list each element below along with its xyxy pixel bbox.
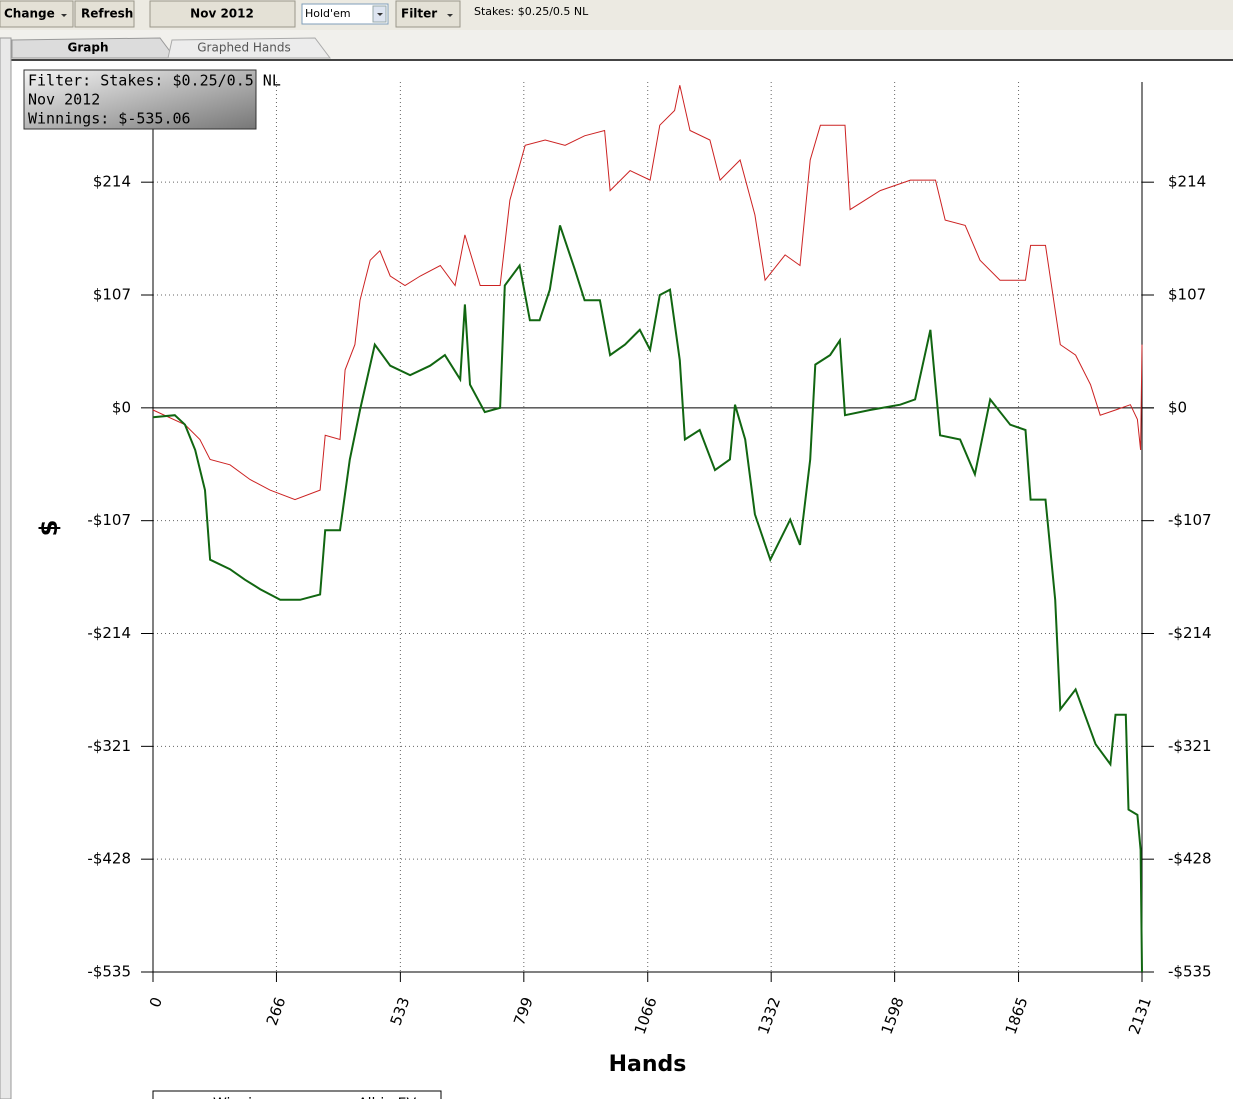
x-tick-label: 266 bbox=[263, 995, 290, 1028]
info-line: Nov 2012 bbox=[28, 91, 100, 109]
series-line bbox=[152, 225, 1143, 973]
y-axis-label: $ bbox=[35, 520, 63, 537]
y-tick-label-right: $107 bbox=[1168, 286, 1206, 304]
y-tick-label-right: -$535 bbox=[1168, 963, 1212, 981]
info-line: Filter: Stakes: $0.25/0.5 NL bbox=[28, 72, 281, 90]
legend-box bbox=[152, 1090, 442, 1099]
y-tick-label-right: -$107 bbox=[1168, 511, 1212, 529]
info-box: Filter: Stakes: $0.25/0.5 NL Nov 2012 Wi… bbox=[23, 69, 281, 130]
y-tick-label-right: -$321 bbox=[1168, 737, 1212, 755]
y-tick-label: -$107 bbox=[87, 511, 131, 529]
y-tick-label: -$428 bbox=[87, 850, 131, 868]
stakes-text: Stakes: $0.25/0.5 NL bbox=[474, 5, 589, 18]
y-tick-label-right: -$214 bbox=[1168, 624, 1212, 642]
button-label: Change bbox=[4, 7, 55, 21]
x-axis-label: Hands bbox=[609, 1052, 687, 1077]
graph-tab[interactable]: Graph bbox=[11, 37, 176, 59]
y-tick-label: $214 bbox=[93, 173, 131, 191]
y-tick-label: $107 bbox=[93, 286, 131, 304]
legend-label: All-in EV bbox=[358, 1096, 416, 1099]
button-label: Nov 2012 bbox=[190, 7, 254, 21]
button-label: Filter bbox=[401, 7, 437, 21]
x-tick-label: 1598 bbox=[878, 995, 908, 1037]
info-line: Winnings: $-535.06 bbox=[28, 110, 191, 128]
y-tick-label: $0 bbox=[112, 398, 131, 416]
x-tick-label: 2131 bbox=[1125, 995, 1155, 1037]
y-tick-label: -$214 bbox=[87, 624, 131, 642]
side-panel bbox=[0, 37, 12, 1099]
change-button[interactable]: Change bbox=[0, 0, 74, 28]
filter-button[interactable]: Filter bbox=[395, 0, 461, 28]
x-tick-label: 1865 bbox=[1002, 995, 1032, 1037]
legend-label: Winnings bbox=[213, 1096, 277, 1099]
date-button[interactable]: Nov 2012 bbox=[149, 0, 296, 28]
plot: $214 $214 $107 $107 $0 $0 -$107 -$107 -$214 -$214… bbox=[35, 82, 1212, 1099]
game-select[interactable]: Hold'em bbox=[301, 3, 389, 25]
graphed-hands-tab[interactable]: Graphed Hands bbox=[167, 37, 331, 59]
tab-label: Graph bbox=[68, 41, 109, 55]
x-tick-label: 799 bbox=[510, 995, 537, 1028]
y-tick-label-right: $0 bbox=[1168, 398, 1187, 416]
y-tick-label-right: -$428 bbox=[1168, 850, 1212, 868]
y-tick-label: -$321 bbox=[87, 737, 131, 755]
x-tick-label: 533 bbox=[387, 995, 414, 1028]
series-line bbox=[152, 85, 1143, 501]
x-tick-label: 1066 bbox=[631, 995, 661, 1037]
x-tick-label: 0 bbox=[146, 995, 166, 1010]
refresh-button[interactable]: Refresh bbox=[74, 0, 135, 28]
y-tick-label-right: $214 bbox=[1168, 173, 1206, 191]
y-tick-label: -$535 bbox=[87, 963, 131, 981]
tab-label: Graphed Hands bbox=[197, 41, 290, 55]
button-label: Refresh bbox=[81, 7, 133, 21]
select-value: Hold'em bbox=[305, 7, 351, 20]
x-tick-label: 1332 bbox=[754, 995, 784, 1037]
